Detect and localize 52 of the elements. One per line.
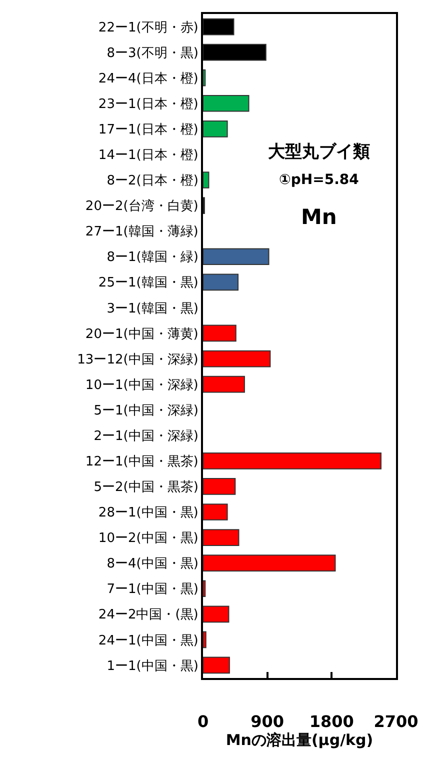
bar [203,656,230,674]
bar [203,529,240,546]
y-tick-label: 28ー1(中国・黒) [98,506,198,521]
bar [203,172,210,188]
bar [203,504,228,520]
x-tick-label: 0 [197,712,209,732]
bar [203,606,230,623]
y-tick-label: 20ー1(中国・薄黄) [85,326,198,342]
bar [203,631,206,648]
y-tick-label: 25ー1(韓国・黒) [98,276,198,291]
annotation: Mn [301,205,337,229]
bar [203,554,336,572]
y-tick-label: 13ー12(中国・深緑) [77,352,198,368]
y-tick-label: 2ー1(中国・深緑) [94,428,198,444]
y-tick-label: 8ー2(日本・橙) [106,174,198,189]
y-tick-label: 8ー3(不明・黒) [106,46,198,61]
y-tick-label: 7ー1(中国・黒) [106,582,198,598]
x-tick-label: 900 [250,712,284,732]
x-tick-label: 2700 [374,712,418,732]
bar [203,350,271,368]
y-tick-label: 22ー1(不明・赤) [98,20,198,36]
y-tick-label: 10ー1(中国・深緑) [85,378,198,393]
y-tick-label: 8ー4(中国・黒) [106,556,198,572]
x-tick-label: 1800 [309,712,354,732]
y-tick-label: 17ー1(日本・橙) [98,122,198,138]
y-tick-label: 20ー2(台湾・白黄) [85,198,198,214]
bar [203,324,236,342]
x-axis-title: Mnの溶出量(µg/kg) [226,731,374,750]
bar [203,478,236,495]
y-tick-label: 8ー1(韓国・緑) [106,250,198,266]
y-tick-label: 23ー1(日本・橙) [98,96,198,112]
bar [203,94,250,112]
y-tick-label: 24ー1(中国・黒) [98,633,198,648]
y-tick-label: 24ー4(日本・橙) [98,71,198,86]
bar [203,580,206,598]
bar [203,274,239,291]
bar [203,248,270,266]
bar [203,69,206,86]
y-tick-label: 3ー1(韓国・黒) [106,301,198,316]
y-tick-label: 12ー1(中国・黒茶) [85,454,198,470]
y-tick-label: 24ー2中国・(黒) [98,608,198,623]
y-tick-label: 14ー1(日本・橙) [98,148,198,164]
annotation: 大型丸ブイ類 [268,142,370,162]
bar [203,120,228,138]
y-tick-label: 10ー2(中国・黒) [98,531,198,546]
bar [203,376,245,393]
y-tick-label: 5ー1(中国・深緑) [94,403,198,418]
y-tick-label: 27ー1(韓国・薄緑) [85,224,198,240]
bar [203,452,382,470]
y-tick-label: 1ー1(中国・黒) [106,658,198,674]
annotation: ①pH=5.84 [279,172,360,188]
y-tick-label: 5ー2(中国・黒茶) [94,480,198,496]
